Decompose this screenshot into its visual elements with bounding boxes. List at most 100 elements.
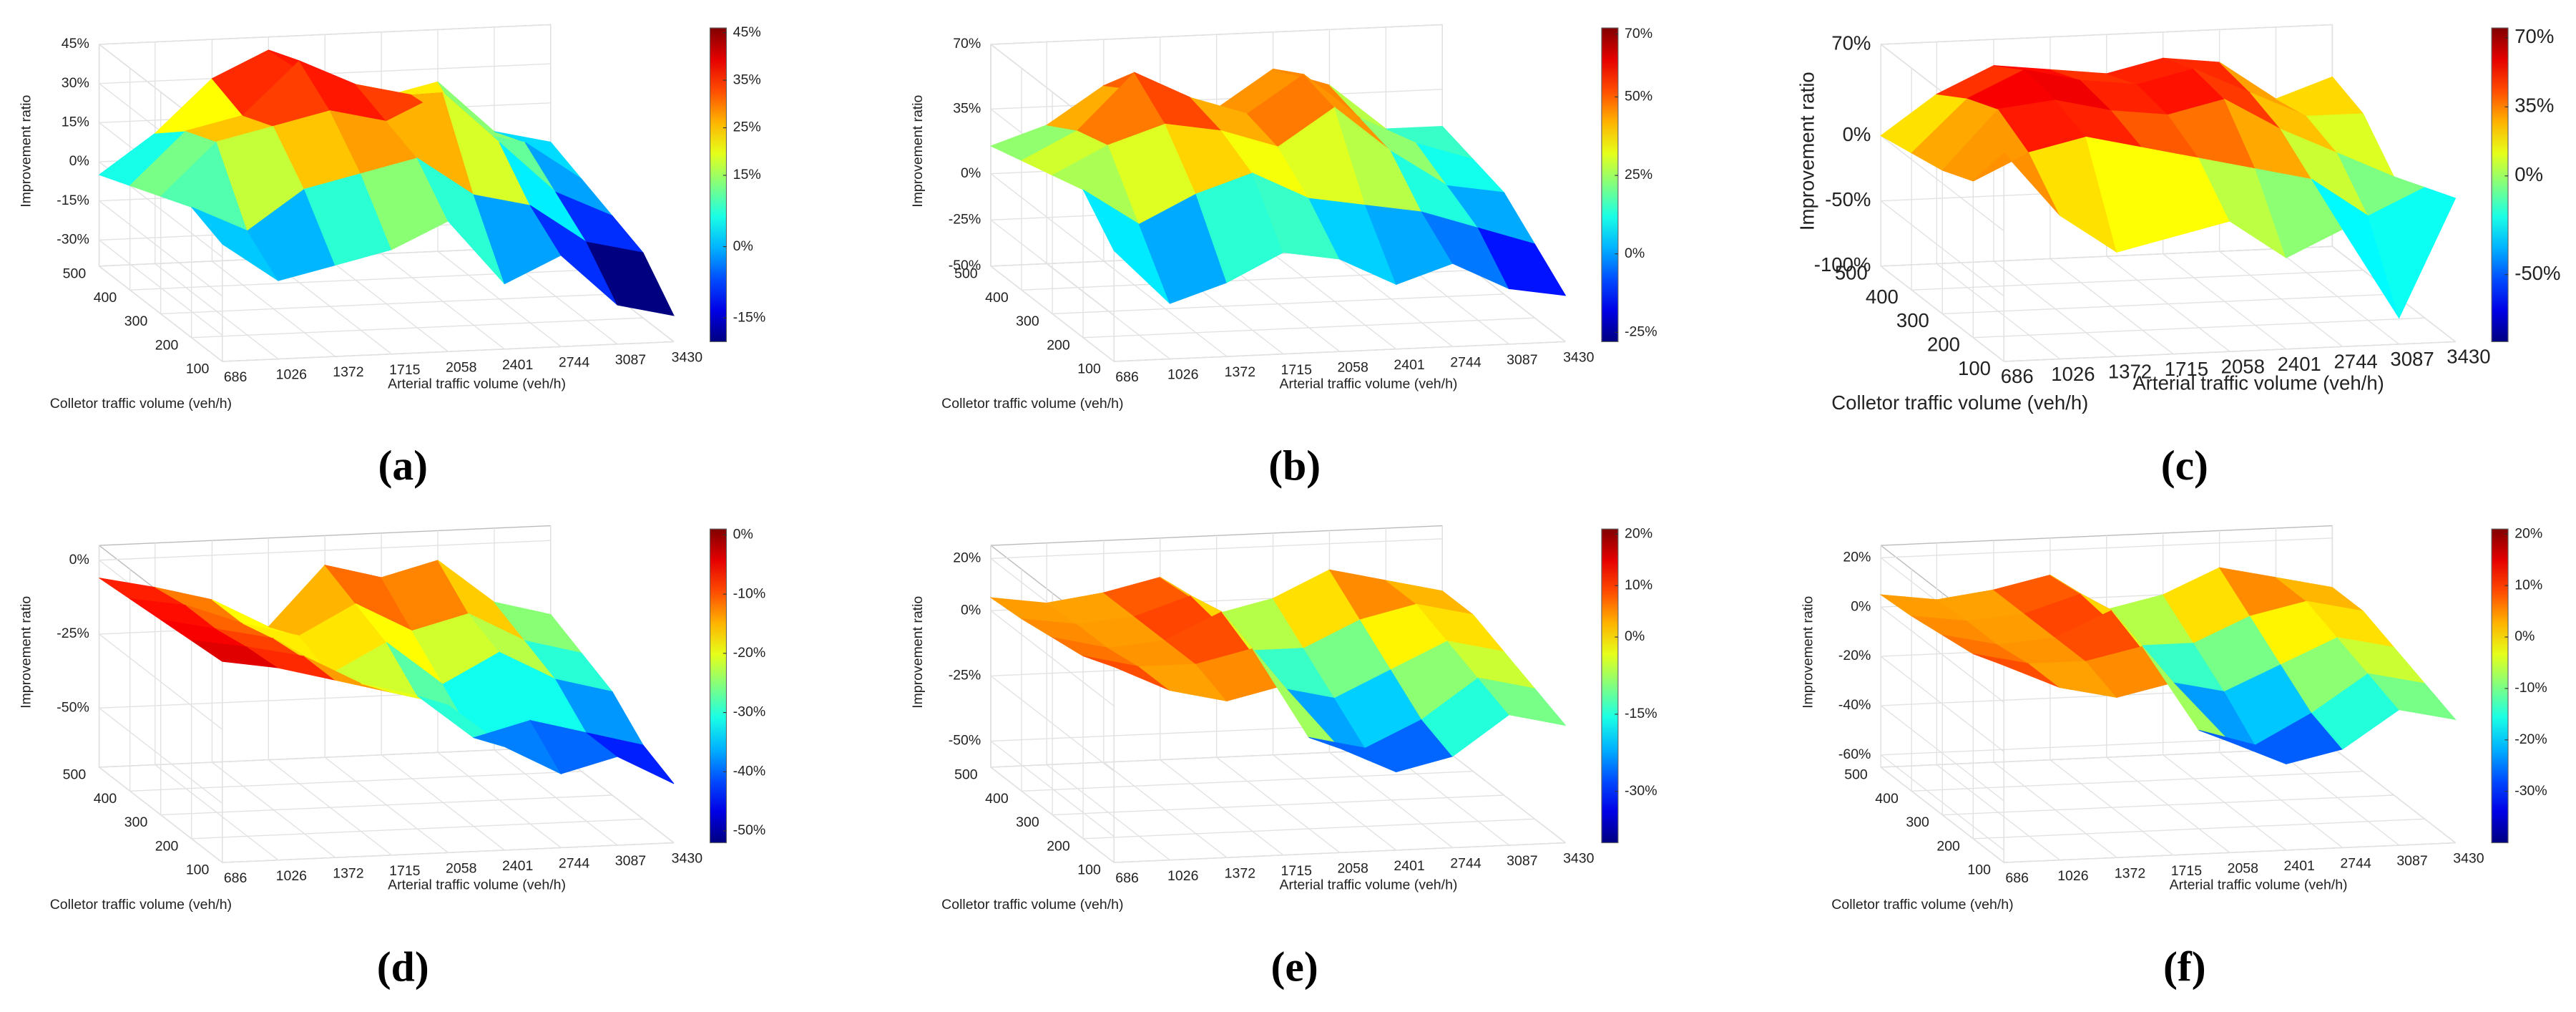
surface-patch <box>2368 187 2457 319</box>
z-axis-label: Improvement ratio <box>19 596 34 709</box>
x-tick-label: 2401 <box>1394 357 1424 373</box>
x-tick-label: 1372 <box>1225 865 1255 881</box>
x-tick-label: 1372 <box>1225 364 1255 380</box>
colorbar-tick-label: -10% <box>2514 680 2547 696</box>
x-tick-label: 2058 <box>446 359 476 375</box>
x-tick-label: 2744 <box>1450 856 1482 872</box>
x-tick-label: 3087 <box>2390 348 2434 370</box>
grid-line <box>1114 842 1566 863</box>
grid-line <box>1114 341 1566 362</box>
z-tick-label: -50% <box>1825 188 1871 210</box>
x-tick-label: 2058 <box>1337 860 1368 876</box>
y-tick-label: 500 <box>1844 767 1868 783</box>
x-tick-label: 1372 <box>333 865 363 881</box>
colorbar-tick-label: 0% <box>2514 628 2535 644</box>
colorbar-tick-label: 20% <box>2514 525 2542 541</box>
colorbar-tick-label: 0% <box>2514 163 2543 185</box>
x-axis-label: Arterial traffic volume (veh/h) <box>2170 877 2348 892</box>
colorbar-tick-label: 0% <box>733 238 753 254</box>
z-tick-label: -20% <box>1838 648 1871 663</box>
colorbar-tick-label: -20% <box>733 645 766 661</box>
y-tick-label: 500 <box>63 266 87 281</box>
grid-line <box>2004 842 2456 863</box>
y-tick-label: 200 <box>155 838 179 854</box>
y-tick-label: 100 <box>1958 357 1991 379</box>
z-axis-label: Improvement ratio <box>1800 596 1816 709</box>
z-tick-label: 0% <box>69 552 89 568</box>
z-axis-label: Improvement ratio <box>910 94 926 207</box>
x-tick-label: 1372 <box>2108 360 2152 382</box>
x-tick-label: 2058 <box>2221 355 2265 377</box>
y-tick-label: 400 <box>985 791 1009 807</box>
x-tick-label: 3430 <box>1563 350 1595 366</box>
x-tick-label: 1372 <box>2115 865 2145 881</box>
z-tick-label: -30% <box>57 232 89 248</box>
colorbar-tick-label: -30% <box>2514 783 2547 799</box>
x-tick-label: 1026 <box>276 868 307 884</box>
y-tick-label: 500 <box>954 767 978 783</box>
z-tick-label: -50% <box>57 699 89 715</box>
colorbar-tick-label: 35% <box>733 72 761 87</box>
chart-panel: -50% -25% 0% 20% 686 1026 1372 1715 2058 2401 2744… <box>910 525 1657 990</box>
grid-line <box>1022 771 1474 792</box>
x-tick-label: 686 <box>2001 365 2034 387</box>
colorbar-tick-label: -40% <box>733 763 766 779</box>
colorbar <box>2491 27 2509 343</box>
z-tick-label: 0% <box>1843 123 1871 145</box>
z-tick-label: -25% <box>949 668 981 683</box>
x-tick-label: 1372 <box>333 364 363 380</box>
x-tick-label: 3430 <box>672 851 703 867</box>
x-tick-label: 3087 <box>1507 853 1537 869</box>
grid-line <box>191 818 643 840</box>
grid-line <box>129 771 582 792</box>
chart-panel: -50% -25% 0% 35% 70% 686 1026 1372 1715 2058 2401 2… <box>910 24 1657 489</box>
z-tick-label: 20% <box>953 550 981 565</box>
colorbar-tick-label: -25% <box>1625 323 1657 339</box>
y-tick-label: 400 <box>94 791 117 807</box>
colorbar-tick-label: 10% <box>1625 577 1652 593</box>
z-tick-label: -60% <box>1838 746 1871 762</box>
y-axis-label: Colletor traffic volume (veh/h) <box>50 897 232 913</box>
y-tick-label: 200 <box>1047 838 1070 854</box>
y-tick-label: 100 <box>1077 361 1101 377</box>
panel-label: (a) <box>378 442 428 489</box>
grid-line <box>99 746 551 768</box>
x-tick-label: 1026 <box>2057 868 2088 884</box>
z-tick-label: -50% <box>949 733 981 749</box>
y-axis-label: Colletor traffic volume (veh/h) <box>50 396 232 412</box>
colorbar-tick-label: 0% <box>733 527 753 543</box>
x-tick-label: 3430 <box>1563 851 1595 867</box>
y-tick-label: 300 <box>124 814 148 830</box>
z-tick-label: 15% <box>62 115 89 130</box>
grid-line <box>1911 269 2364 291</box>
x-tick-label: 686 <box>224 870 248 886</box>
y-tick-label: 300 <box>1906 814 1929 830</box>
y-tick-label: 400 <box>985 290 1009 306</box>
colorbar <box>2491 528 2509 844</box>
y-tick-label: 400 <box>94 290 117 306</box>
x-tick-label: 2401 <box>2278 353 2321 375</box>
panel-label: (c) <box>2161 442 2208 489</box>
colorbar <box>1601 27 1619 343</box>
x-tick-label: 2401 <box>2284 858 2315 874</box>
colorbar-tick-label: 35% <box>2514 94 2554 117</box>
y-tick-label: 400 <box>1866 286 1899 308</box>
colorbar-tick-label: -50% <box>2514 262 2560 284</box>
y-tick-label: 100 <box>1077 862 1101 878</box>
z-tick-label: 35% <box>953 101 981 117</box>
y-tick-label: 300 <box>1016 313 1039 329</box>
x-axis-label: Arterial traffic volume (veh/h) <box>388 877 566 892</box>
colorbar-tick-label: -30% <box>733 704 766 720</box>
z-tick-label: 0% <box>961 165 981 181</box>
chart-panel: -50% -25% 0% 686 1026 1372 1715 2058 2401 2744 308… <box>19 525 766 990</box>
y-axis-label: Colletor traffic volume (veh/h) <box>1831 391 2088 414</box>
x-tick-label: 1715 <box>2171 863 2203 879</box>
panel-label: (b) <box>1268 442 1321 489</box>
y-tick-label: 300 <box>1896 309 1929 331</box>
chart-panel: -30% -15% 0% 15% 30% 45% 686 1026 1372 1715 2058 24… <box>19 24 765 489</box>
chart-panel: -100% -50% 0% 70% 686 1026 1372 1715 2058 2401 274… <box>1796 24 2560 489</box>
z-tick-label: -25% <box>949 211 981 227</box>
x-tick-label: 1715 <box>389 362 421 378</box>
